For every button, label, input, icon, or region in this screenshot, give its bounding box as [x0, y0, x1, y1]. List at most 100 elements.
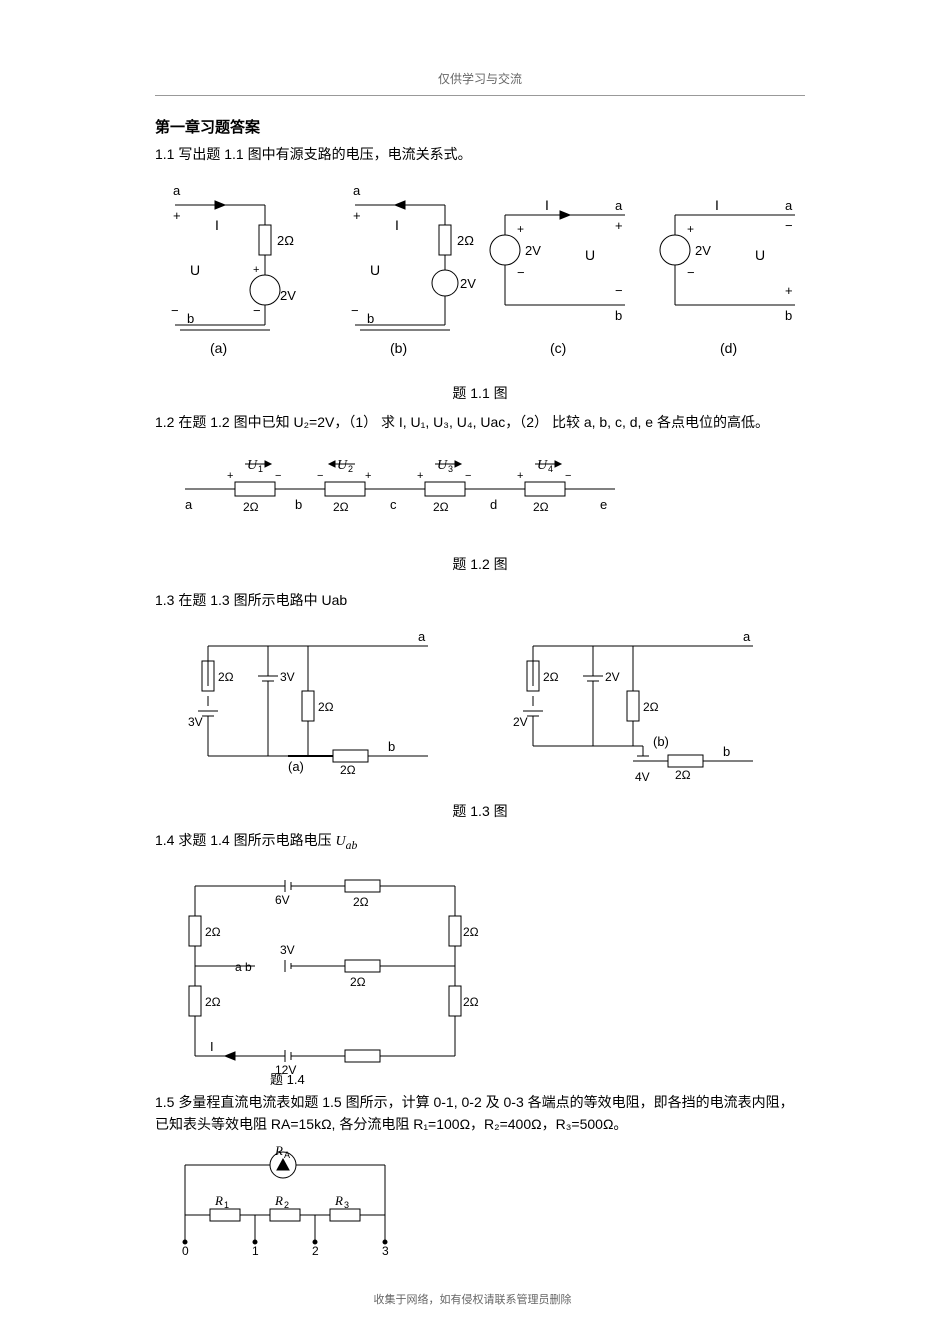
svg-text:+: + — [615, 218, 623, 233]
svg-text:−: − — [615, 283, 623, 298]
svg-text:题 1.4: 题 1.4 — [270, 1072, 305, 1086]
svg-text:U: U — [190, 262, 200, 278]
svg-text:I: I — [545, 197, 549, 213]
svg-text:−: − — [317, 470, 323, 482]
svg-text:2Ω: 2Ω — [350, 975, 366, 989]
svg-text:b: b — [615, 308, 622, 323]
svg-text:2V: 2V — [525, 243, 541, 258]
svg-text:b: b — [785, 308, 792, 323]
svg-text:0: 0 — [182, 1244, 189, 1255]
svg-text:a: a — [353, 183, 361, 198]
svg-text:2Ω: 2Ω — [457, 233, 474, 248]
svg-text:U: U — [247, 458, 258, 473]
svg-text:3: 3 — [382, 1244, 389, 1255]
svg-text:2Ω: 2Ω — [340, 763, 356, 777]
svg-text:3V: 3V — [188, 715, 203, 729]
svg-text:+: + — [253, 264, 259, 276]
svg-text:2Ω: 2Ω — [463, 925, 479, 939]
svg-text:+: + — [687, 222, 694, 236]
svg-text:I: I — [210, 1039, 214, 1054]
svg-text:3V: 3V — [280, 943, 295, 957]
svg-text:I: I — [395, 217, 399, 233]
svg-text:a: a — [418, 629, 426, 644]
svg-text:(a): (a) — [288, 759, 304, 774]
problem-1-4: 1.4 求题 1.4 图所示电路电压 Uab — [155, 829, 805, 855]
svg-text:(b): (b) — [653, 734, 669, 749]
svg-text:b: b — [295, 497, 302, 512]
svg-text:+: + — [365, 470, 371, 482]
svg-text:−: − — [351, 303, 359, 318]
problem-1-4-var: Uab — [335, 834, 357, 849]
chapter-title: 第一章习题答案 — [155, 116, 805, 137]
page-header: 仅供学习与交流 — [155, 70, 805, 87]
svg-text:−: − — [517, 265, 525, 280]
svg-text:2V: 2V — [280, 288, 296, 303]
svg-text:+: + — [227, 470, 233, 482]
svg-text:−: − — [253, 303, 261, 318]
svg-text:(d): (d) — [720, 340, 737, 356]
svg-text:c: c — [390, 497, 397, 512]
svg-text:−: − — [171, 303, 179, 318]
svg-text:2Ω: 2Ω — [243, 500, 259, 514]
svg-text:U: U — [755, 247, 765, 263]
svg-text:2Ω: 2Ω — [533, 500, 549, 514]
svg-text:a: a — [743, 629, 751, 644]
svg-text:3: 3 — [448, 464, 453, 474]
svg-text:U: U — [537, 458, 548, 473]
svg-text:3: 3 — [344, 1200, 349, 1210]
page-footer: 收集于网络，如有侵权请联系管理员删除 — [0, 1291, 945, 1307]
problem-1-1: 1.1 写出题 1.1 图中有源支路的电压，电流关系式。 — [155, 143, 805, 165]
svg-text:2Ω: 2Ω — [218, 670, 234, 684]
problem-1-4-text: 1.4 求题 1.4 图所示电路电压 — [155, 832, 332, 848]
svg-text:2Ω: 2Ω — [353, 895, 369, 909]
svg-text:R: R — [334, 1193, 343, 1208]
svg-text:e: e — [600, 497, 607, 512]
figure-1-2: a b c d e + − − + + − + − U1 U2 U3 U4 2Ω… — [155, 449, 805, 539]
svg-text:2V: 2V — [605, 670, 620, 684]
svg-text:4V: 4V — [635, 770, 650, 784]
problem-1-3-text: 1.3 在题 1.3 图所示电路中 Uab — [155, 592, 347, 608]
svg-text:6V: 6V — [275, 893, 290, 907]
figure-1-3: a 2Ω 3V 3V 2Ω 2Ω b (a) a 2Ω 2V 2V 2Ω 2Ω … — [155, 626, 805, 786]
svg-text:R: R — [274, 1193, 283, 1208]
problem-1-2: 1.2 在题 1.2 图中已知 U₂=2V，（1） 求 I, U₁, U₃, U… — [155, 411, 805, 433]
svg-text:2Ω: 2Ω — [543, 670, 559, 684]
problem-1-5: 1.5 多量程直流电流表如题 1.5 图所示，计算 0-1, 0-2 及 0-3… — [155, 1091, 805, 1136]
svg-text:−: − — [785, 218, 793, 233]
svg-text:b: b — [388, 739, 395, 754]
svg-text:a: a — [173, 183, 181, 198]
svg-text:−: − — [687, 265, 695, 280]
svg-text:b: b — [723, 744, 730, 759]
svg-text:d: d — [490, 497, 497, 512]
svg-text:(c): (c) — [550, 340, 566, 356]
svg-text:I: I — [215, 217, 219, 233]
svg-text:1: 1 — [258, 464, 263, 474]
svg-text:a: a — [185, 497, 193, 512]
svg-text:b: b — [367, 311, 374, 326]
svg-text:U: U — [337, 458, 348, 473]
svg-text:2V: 2V — [460, 276, 476, 291]
svg-text:U: U — [585, 247, 595, 263]
svg-text:2Ω: 2Ω — [463, 995, 479, 1009]
svg-text:+: + — [353, 208, 361, 223]
svg-text:2Ω: 2Ω — [318, 700, 334, 714]
svg-text:2Ω: 2Ω — [205, 925, 221, 939]
svg-text:−: − — [565, 470, 571, 482]
svg-text:U: U — [437, 458, 448, 473]
svg-text:2V: 2V — [513, 715, 528, 729]
svg-text:1: 1 — [224, 1200, 229, 1210]
svg-text:−: − — [275, 470, 281, 482]
svg-text:2: 2 — [348, 464, 353, 474]
svg-text:+: + — [785, 283, 793, 298]
svg-text:b: b — [187, 311, 194, 326]
svg-text:2Ω: 2Ω — [205, 995, 221, 1009]
svg-text:+: + — [173, 208, 181, 223]
svg-text:2Ω: 2Ω — [643, 700, 659, 714]
svg-text:U: U — [370, 262, 380, 278]
svg-text:(b): (b) — [390, 340, 407, 356]
svg-text:I: I — [715, 197, 719, 213]
svg-text:2Ω: 2Ω — [675, 768, 691, 782]
svg-text:2V: 2V — [695, 243, 711, 258]
svg-text:2Ω: 2Ω — [333, 500, 349, 514]
svg-text:a b: a b — [235, 960, 252, 974]
